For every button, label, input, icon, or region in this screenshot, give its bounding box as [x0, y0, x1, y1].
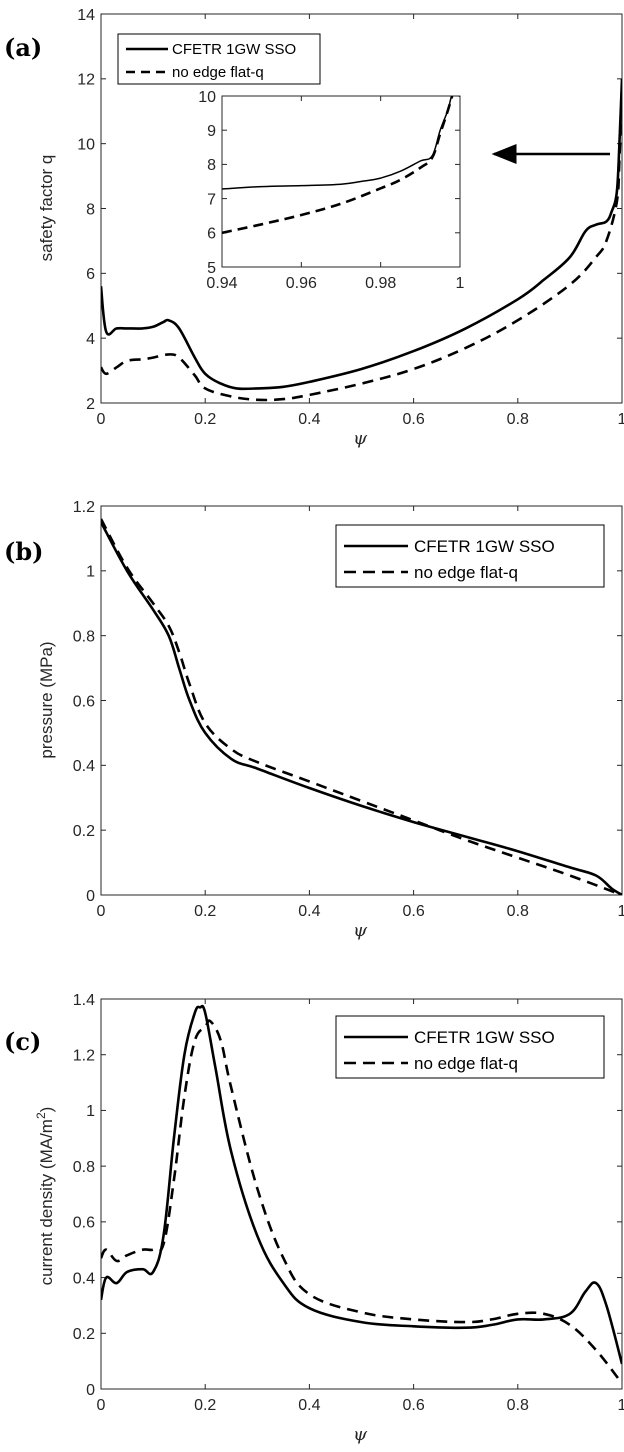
- x-axis-label-a: ψ: [353, 428, 368, 449]
- panel-a-inset: 0.94 0.96 0.98 1 5 6 7 8 9 10: [198, 89, 465, 292]
- x-tick-label: 0.4: [298, 411, 320, 428]
- y-tick-label: 0.6: [73, 1215, 95, 1232]
- x-tick-label: 0.6: [402, 411, 424, 428]
- panel-c-axes: 0 0.2 0.4 0.6 0.8 1 0 0.2 0.4 0.6 0.8 1 1.2 1.4: [73, 992, 624, 1414]
- y-tick-label: 10: [77, 136, 95, 153]
- legend-label-2: no edge flat-q: [414, 1054, 518, 1073]
- y-tick-label: 14: [77, 7, 95, 24]
- panel-b-legend: CFETR 1GW SSO no edge flat-q: [335, 524, 605, 588]
- y-tick-label: 2: [86, 396, 95, 413]
- inset-background: [210, 92, 460, 292]
- inset-y-tick-label: 7: [207, 191, 216, 208]
- x-tick-label: 0.4: [298, 903, 320, 920]
- y-tick-label: 0.8: [73, 628, 95, 645]
- x-tick-label: 0.2: [194, 903, 216, 920]
- y-axis-label-b: pressure (MPa): [37, 641, 56, 758]
- y-tick-label: 0.2: [73, 823, 95, 840]
- x-tick-label: 0: [97, 1397, 106, 1414]
- legend-label-2: no edge flat-q: [172, 64, 264, 81]
- y-tick-label: 0.6: [73, 693, 95, 710]
- y-tick-label: 6: [86, 266, 95, 283]
- x-axis-label-c: ψ: [353, 1424, 368, 1445]
- y-tick-label: 1.4: [73, 992, 95, 1009]
- x-tick-label: 1: [618, 1397, 624, 1414]
- y-tick-label: 1.2: [73, 499, 95, 516]
- inset-x-tick-label: 1: [456, 275, 465, 292]
- legend-box: [335, 524, 605, 588]
- x-tick-label: 0.8: [507, 411, 529, 428]
- panel-label-b: (b): [4, 537, 44, 566]
- x-tick-label: 0.8: [507, 1397, 529, 1414]
- y-tick-label: 0.8: [73, 1159, 95, 1176]
- legend-label-1: CFETR 1GW SSO: [414, 1028, 555, 1047]
- inset-y-tick-label: 9: [207, 123, 216, 140]
- panel-a-curves: [101, 78, 622, 402]
- y-tick-label: 0.2: [73, 1326, 95, 1343]
- axes-frame: [100, 998, 623, 1390]
- inset-y-tick-label: 6: [207, 226, 216, 243]
- panel-label-c: (c): [4, 1027, 41, 1056]
- x-tick-label: 0.6: [402, 903, 424, 920]
- panel-c-legend: CFETR 1GW SSO no edge flat-q: [335, 1015, 605, 1079]
- y-tick-label: 8: [86, 201, 95, 218]
- y-tick-label: 0.4: [73, 1270, 95, 1287]
- series-dashed: [101, 85, 622, 402]
- panel-b-axes: 0 0.2 0.4 0.6 0.8 1 0 0.2 0.4 0.6 0.8 1 1.2: [73, 499, 624, 920]
- inset-curves: [222, 96, 460, 235]
- inset-x-tick-label: 0.98: [365, 275, 396, 292]
- inset-x-tick-label: 0.96: [286, 275, 317, 292]
- x-tick-label: 0.2: [194, 411, 216, 428]
- y-tick-label: 1: [86, 1103, 95, 1120]
- panel-b: 0 0.2 0.4 0.6 0.8 1 0 0.2 0.4 0.6 0.8 1 1.2 CFETR 1G…: [4, 499, 624, 941]
- legend-box: [117, 33, 321, 85]
- inset-y-tick-label: 5: [207, 260, 216, 277]
- y-tick-label: 0: [86, 888, 95, 905]
- panel-c: 0 0.2 0.4 0.6 0.8 1 0 0.2 0.4 0.6 0.8 1 1.2 1.4 CFETR…: [4, 992, 624, 1445]
- inset-y-tick-label: 8: [207, 157, 216, 174]
- y-axis-label-c: current density (MA/m2): [34, 1107, 56, 1286]
- x-tick-label: 1: [618, 903, 624, 920]
- series-dashed: [101, 518, 622, 895]
- x-tick-label: 0.8: [507, 903, 529, 920]
- x-tick-label: 0.6: [402, 1397, 424, 1414]
- inset-series-dashed: [222, 96, 454, 235]
- inset-x-tick-label: 0.94: [206, 275, 237, 292]
- series-solid: [101, 78, 622, 391]
- x-tick-label: 0: [97, 903, 106, 920]
- x-tick-label: 1: [618, 411, 624, 428]
- inset-axes: 0.94 0.96 0.98 1 5 6 7 8 9 10: [198, 89, 464, 292]
- inset-y-tick-label: 10: [198, 89, 216, 106]
- panel-label-a: (a): [4, 33, 42, 62]
- series-solid: [101, 521, 622, 895]
- x-tick-label: 0: [97, 411, 106, 428]
- panel-c-curves: [101, 1004, 622, 1385]
- series-solid: [101, 1004, 622, 1365]
- y-tick-label: 1.2: [73, 1047, 95, 1064]
- y-axis-label-a: safety factor q: [37, 155, 56, 262]
- y-tick-label: 4: [86, 331, 95, 348]
- y-tick-label: 12: [77, 72, 95, 89]
- panel-a-legend: CFETR 1GW SSO no edge flat-q: [117, 33, 321, 85]
- y-tick-label: 0.4: [73, 758, 95, 775]
- series-dashed: [101, 1019, 622, 1385]
- legend-label-1: CFETR 1GW SSO: [414, 537, 555, 556]
- panel-b-curves: [101, 518, 622, 895]
- legend-box: [335, 1015, 605, 1079]
- x-axis-label-b: ψ: [353, 920, 368, 941]
- y-tick-label: 0: [86, 1382, 95, 1399]
- x-tick-label: 0.4: [298, 1397, 320, 1414]
- x-tick-label: 0.2: [194, 1397, 216, 1414]
- y-tick-label: 1: [86, 564, 95, 581]
- legend-label-1: CFETR 1GW SSO: [172, 41, 296, 58]
- inset-axes-frame: [221, 95, 461, 268]
- legend-label-2: no edge flat-q: [414, 563, 518, 582]
